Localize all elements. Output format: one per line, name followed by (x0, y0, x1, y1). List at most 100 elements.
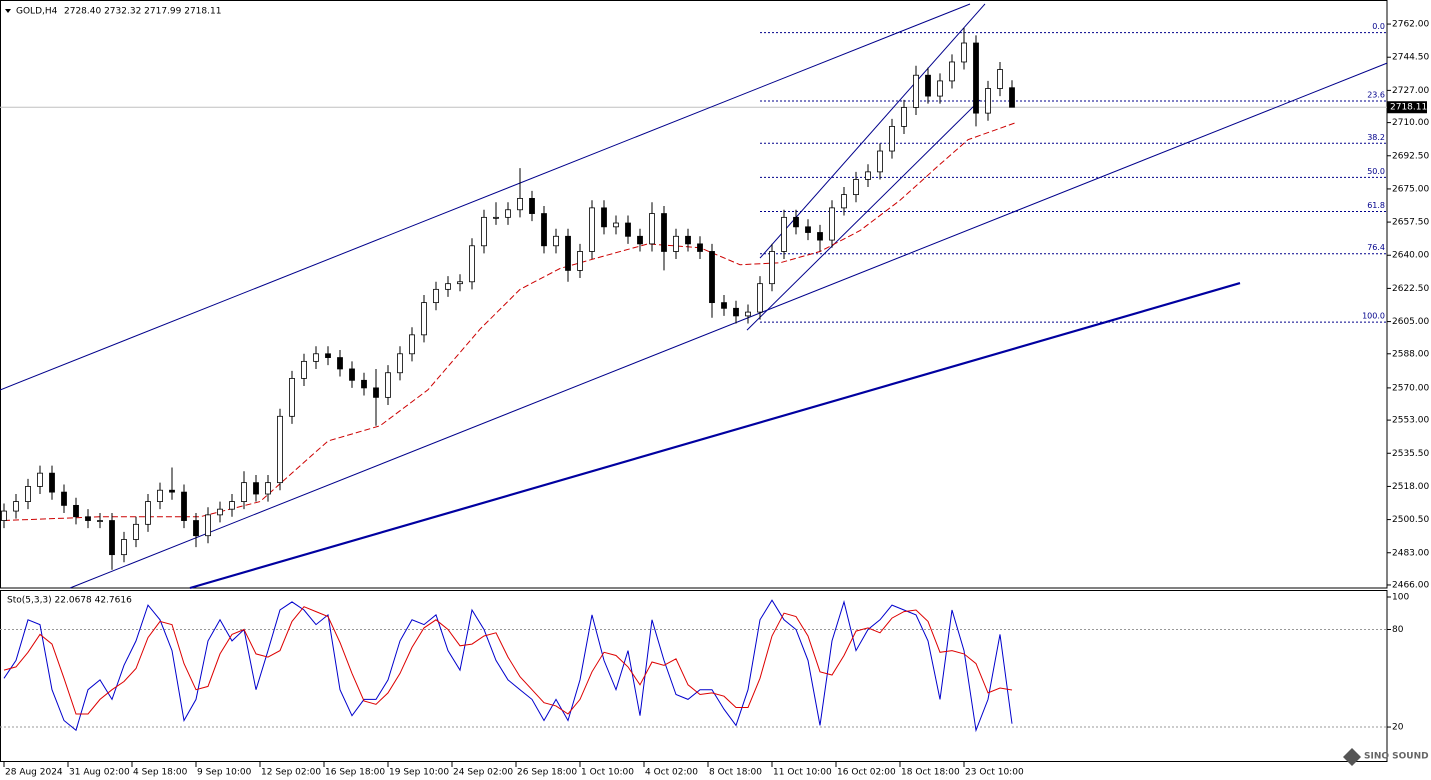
candle-body (985, 88, 991, 114)
candle-body (649, 213, 655, 245)
candle-body (745, 311, 751, 317)
x-tick-label: 24 Sep 02:00 (453, 768, 513, 778)
oscillator-line (3, 606, 1013, 715)
y-tick-label: 2640.00 (1392, 251, 1429, 261)
candle-body (265, 482, 271, 495)
price-box (1387, 101, 1427, 114)
candle-body (817, 232, 823, 241)
symbol-label: GOLD,H4 (16, 7, 58, 17)
candle-body (181, 491, 187, 521)
candle-body (733, 307, 739, 317)
x-tick-label: 4 Sep 18:00 (133, 768, 188, 778)
candle-body (37, 472, 43, 487)
y-tick-label: 2675.00 (1392, 184, 1429, 194)
fib-label: 38.2 (1367, 133, 1385, 142)
candle-body (481, 216, 487, 247)
candle-body (289, 378, 295, 417)
candle-body (457, 281, 463, 285)
candle-body (145, 501, 151, 525)
y-tick-label: 2762.00 (1392, 20, 1429, 30)
candle-body (721, 302, 727, 309)
y-tick-label: 2588.00 (1392, 349, 1429, 359)
candle-body (217, 508, 223, 516)
candle-body (445, 283, 451, 290)
candle-body (349, 368, 355, 381)
candle-body (949, 61, 955, 82)
candle-body (325, 353, 331, 358)
y-tick-label: 2518.00 (1392, 482, 1429, 492)
indicator-pane-border (0, 590, 1388, 762)
x-tick-label: 1 Oct 10:00 (581, 768, 634, 778)
candle-body (625, 222, 631, 237)
x-tick-label: 16 Oct 02:00 (837, 768, 896, 778)
candle-body (565, 235, 571, 271)
candle-body (1, 510, 7, 521)
indicator-title: Sto(5,3,3) 22.0678 42.7616 (7, 596, 132, 606)
trendline (746, 99, 981, 331)
candle-body (673, 235, 679, 252)
y-tick-label: 2553.00 (1392, 416, 1429, 426)
candle-body (73, 504, 79, 518)
x-tick-label: 12 Sep 02:00 (261, 768, 321, 778)
candle-body (637, 235, 643, 245)
candle-body (13, 501, 19, 512)
fib-label: 23.6 (1367, 91, 1385, 100)
candle-body (301, 360, 307, 379)
x-tick-label: 19 Sep 10:00 (389, 768, 449, 778)
candle-body (877, 150, 883, 173)
candle-body (961, 42, 967, 63)
x-tick-label: 4 Oct 02:00 (645, 768, 698, 778)
fib-label: 76.4 (1367, 243, 1385, 252)
candle-body (505, 209, 511, 218)
trendline (0, 3, 971, 391)
fib-label: 0.0 (1372, 22, 1385, 31)
candle-body (697, 243, 703, 252)
candle-body (553, 235, 559, 247)
candle-body (781, 216, 787, 252)
candle-body (541, 213, 547, 247)
candle-body (709, 251, 715, 304)
fib-label: 50.0 (1367, 167, 1385, 176)
candle-body (685, 235, 691, 245)
candle-body (889, 125, 895, 152)
menu-arrow[interactable] (5, 9, 11, 13)
y-tick-label: 2744.50 (1392, 53, 1429, 63)
main-pane-border (0, 0, 1388, 589)
candle-body (193, 520, 199, 537)
candle-body (229, 501, 235, 510)
candle-body (493, 216, 499, 219)
y-tick-label: 80 (1392, 625, 1404, 635)
y-tick-label: 2622.50 (1392, 284, 1429, 294)
x-tick-label: 31 Aug 02:00 (69, 768, 130, 778)
x-tick-label: 23 Oct 10:00 (965, 768, 1024, 778)
candle-body (133, 523, 139, 540)
y-tick-label: 2710.00 (1392, 118, 1429, 128)
fib-label: 61.8 (1367, 201, 1385, 210)
candle-body (241, 482, 247, 502)
candle-body (157, 489, 163, 502)
y-tick-label: 2727.00 (1392, 86, 1429, 96)
candle-body (313, 353, 319, 362)
candle-body (433, 288, 439, 304)
candle-body (577, 251, 583, 271)
candle-body (409, 334, 415, 355)
candle-body (337, 357, 343, 370)
candle-body (853, 179, 859, 196)
candle-body (829, 207, 835, 241)
candle-body (901, 107, 907, 127)
candle-body (421, 302, 427, 336)
ohlc-label: 2728.40 2732.32 2717.99 2718.11 (64, 7, 221, 17)
y-tick-label: 2483.00 (1392, 548, 1429, 558)
x-tick-label: 11 Oct 10:00 (773, 768, 832, 778)
watermark: SINO SOUND (1343, 748, 1429, 766)
candle-body (757, 283, 763, 313)
candle-body (841, 194, 847, 209)
candle-body (601, 207, 607, 228)
x-tick-label: 8 Oct 18:00 (709, 768, 762, 778)
candle-body (769, 251, 775, 285)
x-tick-label: 16 Sep 18:00 (325, 768, 385, 778)
candle-body (865, 171, 871, 180)
candle-body (517, 198, 523, 211)
